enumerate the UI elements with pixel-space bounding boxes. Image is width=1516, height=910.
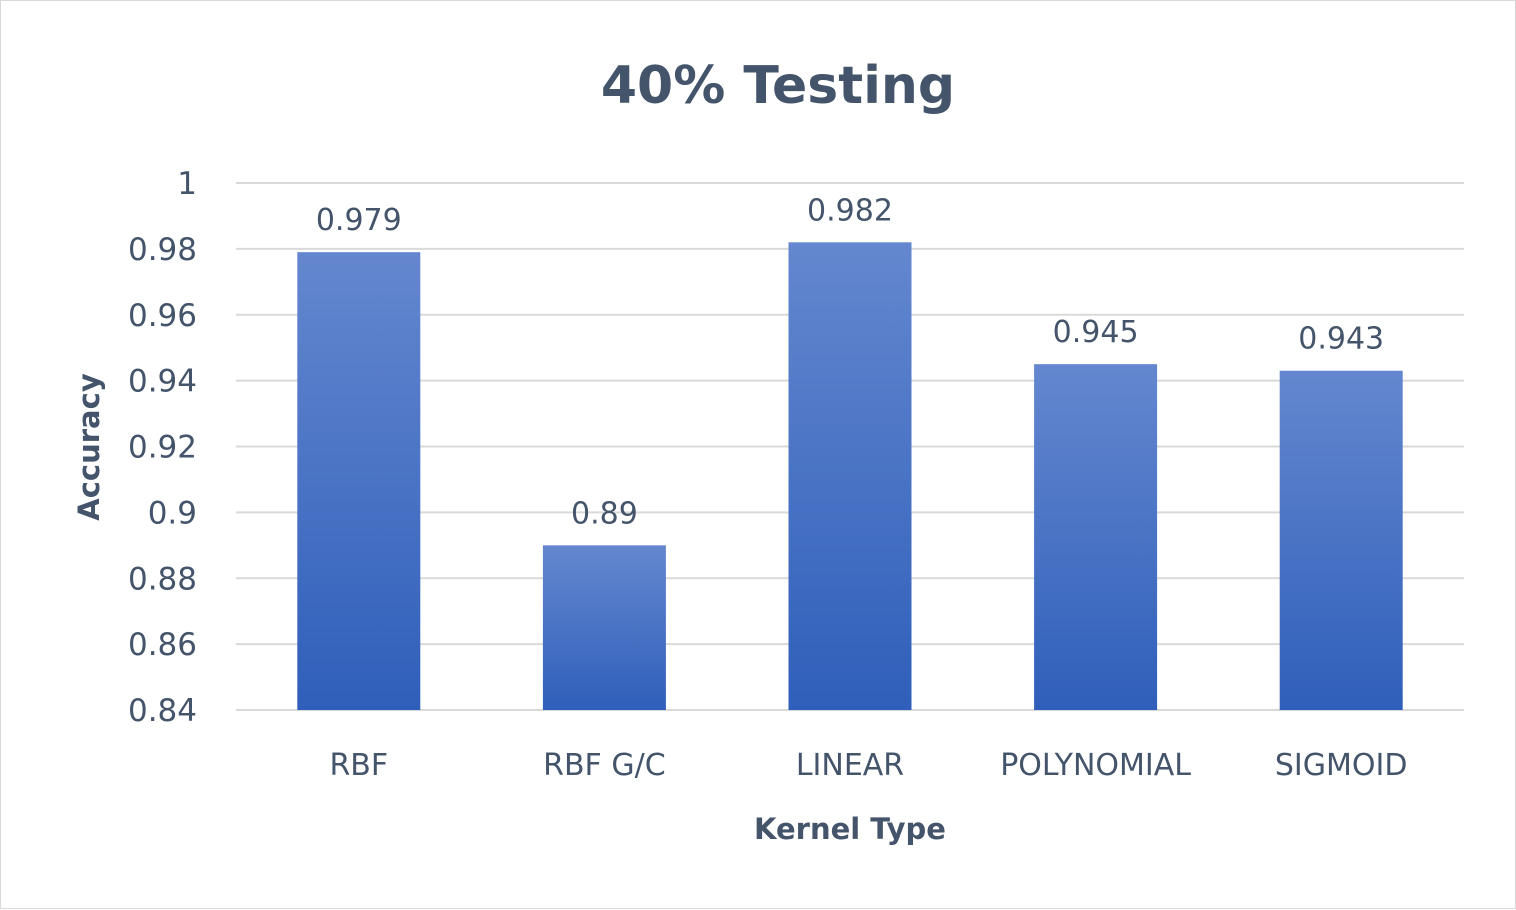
x-axis-ticks: RBF RBF G/C LINEAR POLYNOMIAL SIGMOID [329,748,1407,783]
y-axis-title: Accuracy [72,373,106,521]
data-label: 0.979 [316,203,402,238]
data-label: 0.982 [807,193,893,228]
y-tick-label: 0.84 [128,693,197,729]
bar [788,242,912,710]
chart-title: 40% Testing [601,56,955,116]
y-tick-label: 1 [177,166,197,202]
y-tick-label: 0.86 [128,627,197,663]
y-tick-label: 0.96 [128,298,197,334]
y-tick-label: 0.98 [128,232,197,268]
y-tick-label: 0.88 [128,561,197,597]
y-axis-ticks: 0.84 0.86 0.88 0.9 0.92 0.94 0.96 0.98 1 [128,166,197,729]
x-tick-label: RBF [329,748,388,783]
y-tick-label: 0.94 [128,364,197,400]
x-axis-title: Kernel Type [754,812,946,846]
y-tick-label: 0.9 [148,495,197,531]
x-tick-label: LINEAR [796,748,904,783]
data-label: 0.945 [1053,315,1139,350]
bars [297,242,1403,710]
bar [297,252,421,710]
data-labels: 0.979 0.89 0.982 0.945 0.943 [316,193,1384,531]
x-tick-label: SIGMOID [1275,748,1408,783]
data-label: 0.89 [571,496,638,531]
x-tick-label: POLYNOMIAL [1000,748,1191,783]
y-tick-label: 0.92 [128,430,197,466]
bar [1034,364,1158,710]
bar [542,545,666,710]
x-tick-label: RBF G/C [543,748,666,783]
data-label: 0.943 [1298,322,1384,357]
bar [1279,370,1403,710]
